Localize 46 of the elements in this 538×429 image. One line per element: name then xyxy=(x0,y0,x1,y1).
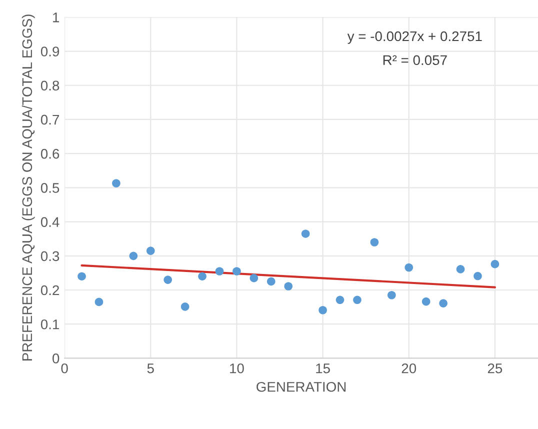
x-tick-label: 10 xyxy=(230,363,244,374)
point xyxy=(129,252,138,260)
annotation: R² = 0.057 xyxy=(383,55,447,66)
annotation: y = -0.0027x + 0.2751 xyxy=(347,31,482,44)
point xyxy=(490,260,500,268)
y-tick-label: 0.3 xyxy=(40,251,60,262)
point xyxy=(146,246,155,255)
point xyxy=(250,274,258,282)
y-tick-label: 0.6 xyxy=(40,148,60,159)
x-tick-label: 20 xyxy=(402,363,416,374)
point xyxy=(284,282,293,290)
point xyxy=(336,296,344,304)
y-tick-label: 0.1 xyxy=(40,319,60,330)
point xyxy=(370,238,379,246)
point xyxy=(94,298,104,306)
point xyxy=(422,297,430,306)
y-tick-label: 0 xyxy=(52,354,60,364)
point xyxy=(180,302,190,311)
point xyxy=(318,306,327,314)
point xyxy=(439,299,448,308)
y-tick-label: 0.4 xyxy=(40,217,60,227)
x-tick-label: 15 xyxy=(316,364,330,374)
point xyxy=(112,179,120,188)
x-axis-title: GENERATION xyxy=(256,382,346,392)
y-axis-title: PREFERENCE AQUA (EGGS ON AQUA/TOTAL EGGS) xyxy=(22,14,35,360)
y-tick-label: 0.9 xyxy=(40,46,60,56)
point xyxy=(198,272,206,281)
point xyxy=(301,230,310,238)
point xyxy=(215,267,224,276)
point xyxy=(164,276,172,284)
point xyxy=(474,272,482,280)
point xyxy=(404,263,414,272)
y-tick-label: 1 xyxy=(53,12,60,22)
y-tick-label: 0.8 xyxy=(40,80,60,91)
point xyxy=(78,272,86,281)
x-tick-label: 25 xyxy=(488,363,502,374)
point xyxy=(266,277,276,286)
y-tick-label: 0.7 xyxy=(40,114,60,125)
y-tick-label: 0.2 xyxy=(40,285,60,296)
point xyxy=(353,296,362,304)
y-tick-label: 0.5 xyxy=(40,183,60,193)
x-tick-label: 5 xyxy=(147,364,154,374)
point xyxy=(232,267,241,276)
point xyxy=(456,265,465,274)
point xyxy=(387,290,396,300)
x-tick-label: 0 xyxy=(61,363,68,374)
